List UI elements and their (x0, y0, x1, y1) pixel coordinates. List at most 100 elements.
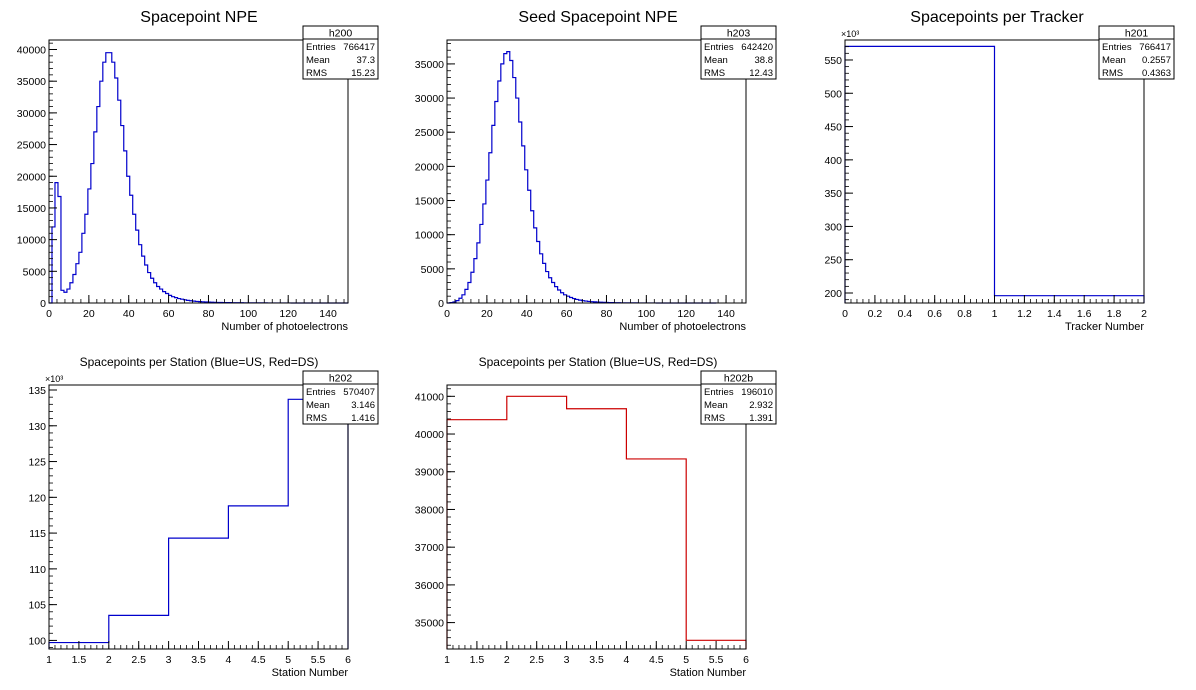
chart-pad-h202: Spacepoints per Station (Blue=US, Red=DS… (0, 345, 398, 690)
x-tick-label: 0 (46, 308, 52, 320)
stats-label-entries: Entries (704, 42, 734, 53)
histogram-line-h200 (49, 52, 349, 304)
plot-frame (446, 39, 747, 304)
chart-h202b: Spacepoints per Station (Blue=US, Red=DS… (415, 355, 777, 679)
y-tick-label: 35000 (17, 76, 46, 88)
chart-h202: Spacepoints per Station (Blue=US, Red=DS… (28, 355, 379, 679)
chart-h201: Spacepoints per Tracker 200 250 300 350 400 45… (824, 9, 1175, 333)
x-tick-label: 1.6 (1077, 308, 1092, 320)
x-tick-label: 0 (842, 308, 848, 320)
x-tick-label: 0.8 (957, 308, 972, 320)
stats-label-entries: Entries (1102, 42, 1132, 53)
stats-value-rms: 0.4363 (1142, 68, 1171, 79)
x-tick-label: 100 (240, 308, 258, 320)
histogram-line-h202b (446, 395, 747, 649)
stats-name: h201 (1125, 28, 1149, 40)
chart-title: Seed Spacepoint NPE (518, 9, 677, 26)
stats-label-mean: Mean (704, 400, 728, 411)
stats-value-rms: 12.43 (749, 68, 773, 79)
chart-title: Spacepoints per Station (Blue=US, Red=DS… (479, 355, 718, 369)
x-tick-label: 1 (444, 654, 450, 666)
plot-frame (48, 384, 349, 650)
histogram-line-h202 (48, 398, 349, 649)
stats-label-rms: RMS (704, 413, 725, 424)
stats-value-mean: 3.146 (351, 400, 375, 411)
stats-label-rms: RMS (704, 68, 725, 79)
x-tick-label: 140 (319, 308, 337, 320)
stats-box-frame (302, 25, 379, 80)
stats-name: h203 (727, 28, 751, 40)
y-tick-label: 5000 (421, 264, 445, 276)
stats-name: h202 (329, 373, 353, 385)
y-axis-multiplier: ×10³ (45, 374, 63, 384)
y-tick-label: 10000 (415, 230, 444, 242)
y-tick-label: 15000 (17, 203, 46, 215)
stats-label-rms: RMS (306, 68, 327, 79)
stats-name: h202b (724, 373, 753, 385)
y-tick-label: 550 (824, 55, 842, 67)
x-tick-label: 5 (683, 654, 689, 666)
x-tick-label: 120 (677, 308, 695, 320)
x-tick-label: 0.4 (897, 308, 912, 320)
x-tick-label: 2.5 (131, 654, 146, 666)
stats-value-entries: 766417 (343, 42, 375, 53)
x-axis-label: Station Number (670, 667, 747, 679)
y-tick-label: 130 (28, 421, 46, 433)
y-tick-label: 40000 (17, 45, 46, 57)
y-tick-label: 250 (824, 255, 842, 267)
x-tick-label: 4.5 (251, 654, 266, 666)
x-tick-label: 6 (743, 654, 749, 666)
x-axis-label: Tracker Number (1065, 321, 1144, 333)
y-tick-label: 200 (824, 288, 842, 300)
x-tick-label: 80 (203, 308, 215, 320)
y-tick-label: 40000 (415, 429, 444, 441)
y-tick-label: 135 (28, 385, 46, 397)
y-tick-label: 36000 (415, 580, 444, 592)
y-tick-label: 100 (28, 635, 46, 647)
stats-box-frame (1098, 25, 1175, 80)
x-tick-label: 2 (1141, 308, 1147, 320)
y-tick-label: 25000 (415, 127, 444, 139)
x-tick-label: 60 (561, 308, 573, 320)
x-tick-label: 0 (444, 308, 450, 320)
stats-value-entries: 570407 (343, 387, 375, 398)
stats-value-entries: 642420 (741, 42, 773, 53)
x-tick-label: 2 (504, 654, 510, 666)
stats-box: h202 Entries 570407 Mean 3.146 RMS 1.416 (302, 370, 379, 425)
y-tick-label: 30000 (17, 108, 46, 120)
x-tick-label: 1 (992, 308, 998, 320)
x-tick-label: 3.5 (589, 654, 604, 666)
stats-value-mean: 0.2557 (1142, 55, 1171, 66)
x-tick-label: 40 (123, 308, 135, 320)
x-tick-label: 1.2 (1017, 308, 1032, 320)
stats-value-mean: 2.932 (749, 400, 773, 411)
stats-box: h203 Entries 642420 Mean 38.8 RMS 12.43 (700, 25, 777, 80)
x-tick-label: 1.8 (1107, 308, 1122, 320)
y-axis-multiplier: ×10³ (841, 29, 859, 39)
y-tick-label: 105 (28, 600, 46, 612)
x-tick-label: 60 (163, 308, 175, 320)
x-tick-label: 6 (345, 654, 351, 666)
histogram-line-h203 (447, 51, 717, 304)
stats-value-rms: 1.391 (749, 413, 773, 424)
stats-value-mean: 37.3 (357, 55, 376, 66)
chart-pad-h202b: Spacepoints per Station (Blue=US, Red=DS… (399, 345, 797, 690)
y-tick-label: 15000 (415, 196, 444, 208)
y-tick-label: 25000 (17, 140, 46, 152)
y-tick-label: 41000 (415, 391, 444, 403)
x-tick-label: 5 (285, 654, 291, 666)
stats-value-entries: 196010 (741, 387, 773, 398)
y-tick-label: 0 (40, 298, 46, 310)
x-tick-label: 3 (166, 654, 172, 666)
chart-pad-h200: Spacepoint NPE 0 5000 10000 15000 20000 25000 3… (0, 0, 398, 345)
x-tick-label: 0.2 (868, 308, 883, 320)
y-tick-label: 115 (29, 528, 46, 540)
stats-label-mean: Mean (704, 55, 728, 66)
stats-label-entries: Entries (306, 387, 336, 398)
stats-label-entries: Entries (306, 42, 336, 53)
y-tick-label: 5000 (23, 266, 47, 278)
stats-label-rms: RMS (306, 413, 327, 424)
y-tick-label: 350 (824, 188, 842, 200)
stats-box: h200 Entries 766417 Mean 37.3 RMS 15.23 (302, 25, 379, 80)
chart-h200: Spacepoint NPE 0 5000 10000 15000 20000 25000 3… (17, 9, 379, 333)
